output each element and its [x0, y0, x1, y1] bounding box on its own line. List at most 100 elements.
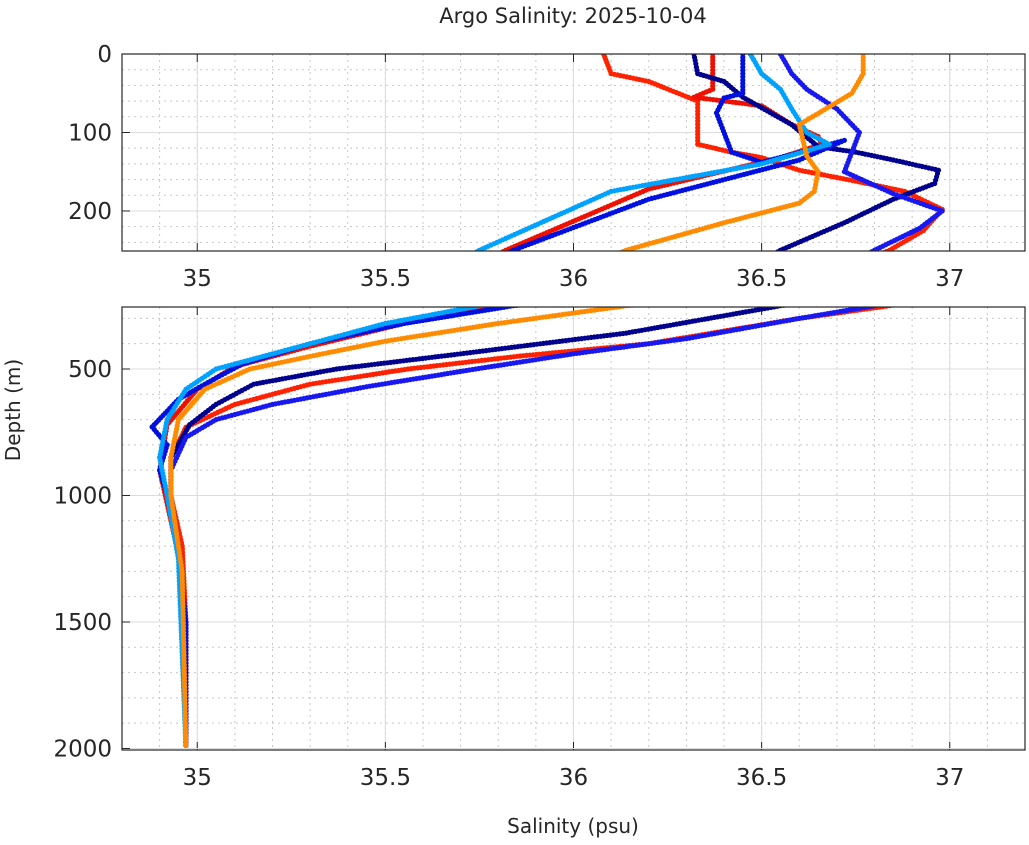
data-point: [183, 742, 189, 748]
data-point: [901, 286, 906, 291]
data-point: [858, 255, 863, 260]
data-point: [787, 302, 792, 307]
data-point: [723, 280, 728, 285]
data-point: [832, 272, 837, 277]
data-point: [545, 299, 550, 304]
data-point: [920, 295, 925, 300]
data-point: [936, 291, 941, 296]
data-point: [548, 297, 553, 302]
data-point: [583, 292, 588, 297]
data-point: [793, 274, 798, 279]
data-point: [907, 285, 912, 290]
data-point: [921, 287, 926, 292]
data-point: [888, 301, 893, 306]
data-point: [507, 298, 512, 303]
data-point: [450, 277, 455, 282]
data-point: [805, 283, 810, 288]
data-point: [450, 278, 455, 283]
data-point: [806, 286, 811, 291]
data-point: [494, 256, 499, 261]
data-point: [823, 297, 828, 302]
y-axis-label: Depth (m): [1, 359, 25, 461]
data-point: [475, 263, 480, 268]
data-point: [502, 300, 507, 305]
data-point: [730, 274, 735, 279]
data-point: [618, 287, 623, 292]
data-point: [589, 291, 594, 296]
data-point: [839, 265, 844, 270]
data-point: [927, 289, 932, 294]
data-point: [902, 300, 907, 305]
data-point: [445, 281, 450, 286]
data-point: [881, 284, 886, 289]
data-point: [916, 284, 921, 289]
data-point: [914, 297, 919, 302]
data-point: [649, 301, 654, 306]
data-point: [652, 301, 657, 306]
data-point: [441, 269, 446, 274]
data-point: [661, 300, 666, 305]
data-point: [848, 279, 853, 284]
data-point: [611, 288, 616, 293]
data-point: [492, 254, 497, 259]
data-point: [816, 277, 821, 282]
data-point: [894, 285, 899, 290]
data-point: [696, 297, 701, 302]
data-point: [728, 294, 733, 299]
data-point: [764, 255, 769, 260]
data-point: [528, 289, 533, 294]
data-point: [438, 283, 443, 288]
data-point: [802, 284, 807, 289]
data-point: [930, 293, 935, 298]
data-point: [545, 297, 550, 302]
data-point: [709, 295, 714, 300]
data-point: [687, 297, 692, 302]
data-point: [516, 301, 521, 306]
data-point: [496, 300, 501, 305]
data-point: [541, 298, 546, 303]
data-point: [615, 291, 620, 296]
data-point: [469, 253, 474, 258]
data-point: [502, 300, 507, 305]
data-point: [637, 288, 642, 293]
data-point: [489, 255, 494, 260]
data-point: [775, 249, 781, 251]
x-tick-label: 37: [935, 266, 964, 292]
data-point: [630, 289, 635, 294]
data-point: [560, 295, 565, 300]
data-point: [697, 292, 702, 297]
data-point: [924, 288, 929, 293]
data-point: [476, 265, 481, 270]
data-point: [901, 299, 906, 304]
data-point: [579, 293, 584, 298]
data-point: [852, 279, 857, 284]
data-point: [708, 286, 713, 291]
data-point: [536, 300, 541, 305]
data-point: [444, 267, 449, 272]
data-point: [897, 286, 902, 291]
data-point: [852, 263, 857, 268]
data-point: [701, 282, 706, 287]
data-point: [419, 293, 424, 298]
data-point: [558, 291, 563, 296]
data-point: [410, 298, 415, 303]
data-point: [918, 297, 923, 302]
data-point: [727, 275, 732, 280]
data-point: [513, 295, 518, 300]
data-point: [530, 301, 535, 306]
data-point: [577, 295, 582, 300]
data-point: [848, 293, 853, 298]
data-point: [907, 287, 912, 292]
data-point: [688, 297, 693, 302]
data-point: [900, 286, 905, 291]
data-point: [561, 297, 566, 302]
data-point: [472, 264, 477, 269]
data-point: [905, 300, 910, 305]
data-point: [813, 278, 818, 283]
data-point: [904, 298, 909, 303]
data-point: [543, 294, 548, 299]
data-point: [599, 290, 604, 295]
data-point: [721, 294, 726, 299]
data-point: [570, 294, 575, 299]
